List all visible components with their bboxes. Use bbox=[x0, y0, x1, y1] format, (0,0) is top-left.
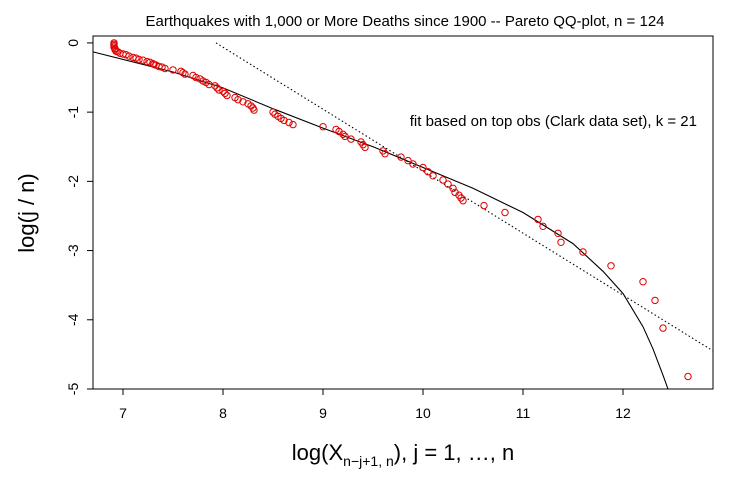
y-tick-label: -5 bbox=[65, 383, 81, 396]
data-point bbox=[280, 116, 288, 125]
data-point bbox=[607, 262, 615, 270]
data-point bbox=[459, 197, 467, 205]
data-point bbox=[404, 156, 412, 165]
data-point bbox=[347, 135, 355, 143]
data-point bbox=[285, 118, 293, 127]
data-point bbox=[424, 168, 432, 176]
x-tick-label: 11 bbox=[516, 405, 531, 421]
data-point bbox=[557, 238, 565, 247]
data-point bbox=[213, 84, 221, 92]
data-point bbox=[419, 163, 427, 172]
data-point bbox=[381, 150, 389, 158]
x-tick-label: 10 bbox=[415, 405, 431, 421]
y-axis: 0 -1 -2 -3 -4 -5 bbox=[65, 39, 94, 396]
data-point bbox=[215, 86, 223, 94]
data-points bbox=[110, 39, 692, 381]
data-point bbox=[684, 372, 692, 381]
fit-annotation: fit based on top obs (Clark data set), k… bbox=[410, 113, 697, 130]
data-point bbox=[651, 296, 659, 305]
x-tick-label: 7 bbox=[119, 405, 127, 421]
data-point bbox=[639, 278, 647, 286]
x-axis: 7 8 9 10 11 12 bbox=[119, 388, 631, 421]
x-axis-label-suffix: ), j = 1, …, n bbox=[394, 440, 514, 465]
data-point bbox=[114, 48, 122, 56]
plot-frame bbox=[92, 35, 714, 390]
y-tick-label: -3 bbox=[65, 244, 81, 257]
data-point bbox=[269, 108, 277, 116]
data-point bbox=[234, 96, 242, 104]
data-point bbox=[125, 52, 133, 60]
x-tick-label: 9 bbox=[319, 405, 327, 421]
x-tick-label: 12 bbox=[615, 405, 631, 421]
fit-lines bbox=[92, 42, 714, 390]
x-axis-label-subscript: n−j+1, n bbox=[343, 453, 394, 469]
data-point bbox=[449, 184, 457, 193]
data-point bbox=[480, 201, 488, 210]
data-point bbox=[534, 215, 542, 224]
y-tick-label: 0 bbox=[65, 39, 81, 47]
data-point bbox=[181, 70, 189, 78]
data-point bbox=[250, 106, 258, 114]
data-point bbox=[319, 123, 327, 131]
data-point bbox=[501, 208, 509, 217]
data-point bbox=[221, 89, 229, 98]
data-point bbox=[139, 56, 147, 64]
data-point bbox=[169, 66, 177, 74]
x-axis-label-prefix: log(X bbox=[292, 440, 344, 465]
data-point bbox=[339, 130, 347, 139]
x-axis-label: log(Xn−j+1, n), j = 1, …, n bbox=[292, 440, 514, 469]
pareto-fit-line bbox=[92, 51, 669, 390]
data-point bbox=[539, 222, 547, 231]
data-point bbox=[239, 98, 247, 106]
data-point bbox=[211, 82, 219, 90]
data-point bbox=[223, 91, 231, 100]
data-point bbox=[219, 87, 227, 96]
data-point bbox=[179, 69, 187, 77]
data-point bbox=[289, 120, 297, 129]
chart-title: Earthquakes with 1,000 or More Deaths si… bbox=[145, 13, 664, 30]
y-tick-label: -1 bbox=[65, 106, 81, 119]
y-tick-label: -2 bbox=[65, 175, 81, 188]
x-tick-label: 8 bbox=[219, 405, 227, 421]
data-point bbox=[161, 64, 169, 73]
data-point bbox=[579, 248, 587, 256]
data-point bbox=[409, 160, 417, 168]
data-point bbox=[444, 180, 452, 188]
data-point bbox=[429, 172, 437, 180]
data-point bbox=[135, 55, 143, 64]
y-tick-label: -4 bbox=[65, 313, 81, 326]
y-axis-label: log(j / n) bbox=[14, 173, 39, 252]
data-point bbox=[554, 229, 562, 238]
data-point bbox=[192, 73, 200, 82]
data-point bbox=[397, 153, 405, 161]
data-point bbox=[341, 132, 349, 141]
data-point bbox=[439, 176, 447, 184]
data-point bbox=[361, 143, 369, 152]
data-point bbox=[659, 324, 667, 332]
